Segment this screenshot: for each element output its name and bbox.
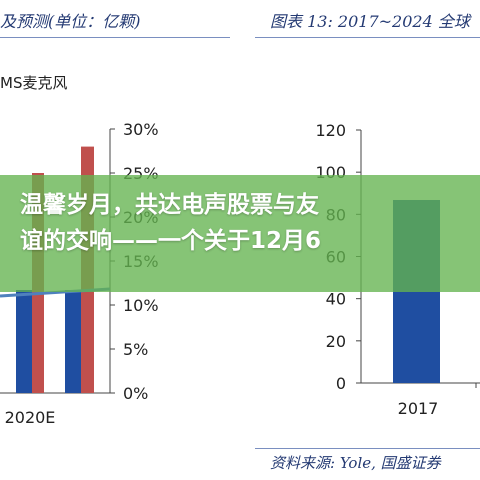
left-x-tick-label: 2020E (5, 408, 56, 427)
right-y-tick-label: 40 (326, 290, 346, 309)
right-y-tick-label: 0 (336, 374, 346, 393)
left-chart-title: 及预测(单位：亿颗) (0, 12, 141, 31)
left-legend-label: MS麦克风 (0, 74, 68, 92)
left-y-tick-label: 5% (123, 340, 148, 359)
left-title-rule (0, 37, 230, 38)
source-note: 资料来源: Yole, 国盛证券 (270, 454, 441, 472)
left-y-tick-label: 10% (123, 296, 159, 315)
left-bar-blue-cat2 (65, 290, 83, 393)
banner-line-1: 温馨岁月，共达电声股票与友 (20, 192, 319, 218)
right-y-tick-label: 20 (326, 332, 346, 351)
right-title-rule (255, 37, 480, 38)
left-y-tick-label: 0% (123, 384, 148, 403)
overlay-banner: 温馨岁月，共达电声股票与友 谊的交响——一个关于12月6 (0, 175, 480, 292)
left-y-tick-label: 30% (123, 120, 159, 139)
left-bar-blue-cat1 (16, 290, 34, 393)
right-y-tick-label: 120 (315, 121, 346, 140)
source-rule (255, 448, 480, 449)
right-chart-title: 图表 13: 2017~2024 全球 (270, 12, 470, 31)
banner-line-2: 谊的交响——一个关于12月6 (20, 228, 322, 254)
banner-text: 温馨岁月，共达电声股票与友 谊的交响——一个关于12月6 (20, 187, 480, 259)
right-x-tick-label: 2017 (398, 399, 439, 418)
